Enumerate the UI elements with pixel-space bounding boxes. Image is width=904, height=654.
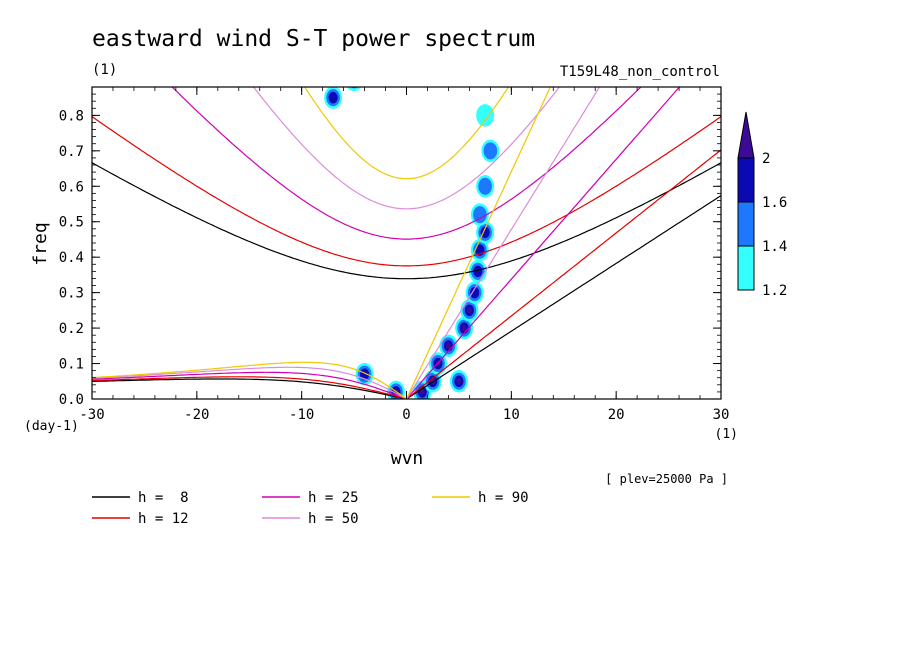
contour-blob — [349, 74, 358, 86]
x-tick-label: -30 — [79, 407, 104, 423]
contour-blob — [456, 378, 462, 385]
colorbar-box — [737, 157, 755, 203]
contour-blob — [483, 142, 498, 160]
contour-blob — [478, 177, 492, 195]
legend: h = 8 h = 12 h = 25 h = 50 h = 90 — [92, 490, 529, 527]
rossby-curve — [92, 371, 407, 399]
rossby-curve — [92, 366, 407, 399]
contour-blob — [473, 265, 483, 278]
x-tick-label: -20 — [184, 407, 209, 423]
chart-subtitle-right: T159L48_non_control — [560, 64, 720, 80]
y-axis: 0.0 0.1 0.2 0.3 0.4 0.5 0.6 0.7 0.8 — [59, 93, 721, 408]
contour-blob — [347, 87, 362, 92]
contour-blob — [350, 87, 358, 89]
rossby-curve — [92, 378, 407, 399]
contour-blob — [480, 226, 490, 239]
y-tick-label: 0.3 — [59, 286, 84, 302]
contour-blob — [473, 206, 487, 224]
colorbar: 2 1.6 1.4 1.2 — [737, 111, 787, 299]
y-tick-label: 0.5 — [59, 215, 84, 231]
legend-label: h = 8 — [138, 490, 189, 506]
contour-blob — [476, 104, 495, 127]
y-tick-label: 0.2 — [59, 321, 84, 337]
y-tick-label: 0.4 — [59, 250, 84, 266]
contour-blob — [328, 91, 338, 104]
contour-blob — [467, 307, 472, 314]
colorbar-label: 1.4 — [762, 239, 787, 255]
dispersion-curves — [92, 87, 721, 399]
x-axis: -30 -20 -10 0 10 20 30 — [79, 87, 729, 423]
colorbar-box — [737, 201, 755, 247]
legend-label: h = 90 — [478, 490, 529, 506]
y-tick-label: 0.0 — [59, 392, 84, 408]
plot-area — [92, 74, 721, 399]
inertia-gravity-curve — [252, 87, 561, 210]
x-tick-label: -10 — [289, 407, 314, 423]
inertia-gravity-curve — [171, 87, 642, 240]
chart-title: eastward wind S-T power spectrum — [92, 26, 535, 52]
plev-note: [ plev=25000 Pa ] — [605, 472, 728, 486]
colorbar-box — [737, 245, 755, 291]
y-tick-label: 0.7 — [59, 144, 84, 160]
contour-blob — [470, 286, 480, 299]
y-axis-label: freq — [30, 222, 51, 265]
legend-label: h = 50 — [308, 511, 359, 527]
rossby-curve — [92, 376, 407, 399]
x-axis-unit: (1) — [715, 427, 738, 442]
colorbar-label: 1.2 — [762, 283, 787, 299]
y-tick-label: 0.1 — [59, 357, 84, 373]
colorbar-label: 1.6 — [762, 195, 787, 211]
inertia-gravity-curve — [303, 87, 510, 180]
x-axis-label: wvn — [391, 448, 424, 469]
colorbar-label: 2 — [762, 151, 770, 167]
x-tick-label: 10 — [503, 407, 520, 423]
kelvin-curve — [405, 87, 601, 399]
inertia-gravity-curve — [92, 116, 721, 267]
legend-label: h = 12 — [138, 511, 189, 527]
contour-blob — [352, 77, 357, 83]
kelvin-curve — [406, 87, 681, 399]
y-tick-label: 0.6 — [59, 179, 84, 195]
rossby-curve — [92, 361, 407, 399]
x-tick-label: 30 — [713, 407, 730, 423]
y-tick-label: 0.8 — [59, 108, 84, 124]
y-axis-unit: (day-1) — [24, 419, 79, 434]
kelvin-curve — [405, 87, 551, 399]
x-tick-label: 0 — [402, 407, 410, 423]
colorbar-cap — [737, 111, 755, 159]
legend-label: h = 25 — [308, 490, 359, 506]
x-tick-label: 20 — [608, 407, 625, 423]
plot-frame — [91, 86, 722, 400]
inertia-gravity-curve — [92, 162, 721, 280]
kelvin-curve — [406, 195, 721, 399]
contour-blob — [446, 342, 451, 349]
chart-subtitle-left: (1) — [92, 62, 117, 78]
contour-blob — [419, 388, 425, 395]
power-contours — [324, 74, 500, 399]
kelvin-curve — [406, 149, 721, 399]
contour-blob — [359, 368, 370, 380]
contour-blob — [461, 325, 467, 332]
